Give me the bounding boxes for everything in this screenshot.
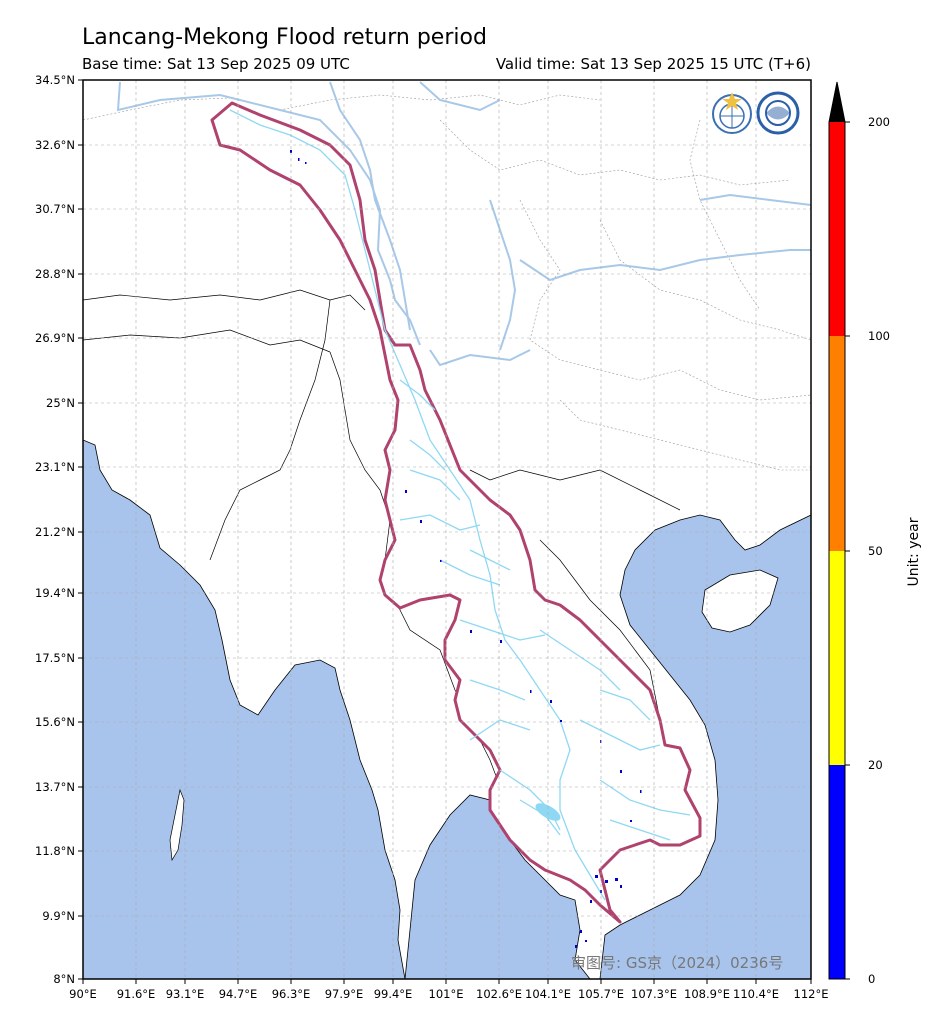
longitude-axis: 90°E 91.6°E 93.1°E 94.7°E 96.3°E 97.9°E … bbox=[69, 979, 828, 1001]
lon-label: 97.9°E bbox=[325, 987, 364, 1001]
lat-label: 32.6°N bbox=[35, 138, 75, 152]
map-title: Lancang-Mekong Flood return period bbox=[82, 25, 487, 50]
colorbar-tick: 20 bbox=[868, 758, 883, 772]
lon-label: 102.6°E bbox=[476, 987, 522, 1001]
valid-time: Valid time: Sat 13 Sep 2025 15 UTC (T+6) bbox=[495, 55, 811, 73]
lat-label: 23.1°N bbox=[35, 460, 75, 474]
lon-label: 93.1°E bbox=[166, 987, 205, 1001]
colorbar-segment-20-50 bbox=[829, 551, 845, 765]
lat-label: 17.5°N bbox=[35, 651, 75, 665]
colorbar-tick: 100 bbox=[868, 329, 890, 343]
wmo-logo bbox=[712, 92, 752, 134]
colorbar: 0 20 50 100 200 Unit: year bbox=[828, 81, 922, 986]
lat-label: 25°N bbox=[46, 396, 75, 410]
colorbar-segment-50-100 bbox=[829, 336, 845, 551]
lon-label: 94.7°E bbox=[219, 987, 258, 1001]
colorbar-segment-0-20 bbox=[829, 765, 845, 979]
lat-label: 34.5°N bbox=[35, 73, 75, 87]
south-china-sea bbox=[599, 514, 811, 979]
lon-label: 101°E bbox=[429, 987, 464, 1001]
lat-label: 11.8°N bbox=[35, 844, 75, 858]
andaman-islands bbox=[169, 788, 185, 862]
colorbar-tick: 0 bbox=[868, 972, 875, 986]
lat-label: 13.7°N bbox=[35, 780, 75, 794]
lat-label: 26.9°N bbox=[35, 331, 75, 345]
lat-label: 15.6°N bbox=[35, 715, 75, 729]
lancang-mekong-basin bbox=[210, 101, 702, 924]
colorbar-tick: 50 bbox=[868, 544, 883, 558]
lat-label: 8°N bbox=[53, 972, 75, 986]
lat-label: 19.4°N bbox=[35, 586, 75, 600]
province-borders bbox=[83, 94, 811, 471]
map-frame bbox=[82, 79, 812, 980]
lon-label: 105.7°E bbox=[578, 987, 624, 1001]
lat-label: 28.8°N bbox=[35, 267, 75, 281]
lon-label: 107.3°E bbox=[631, 987, 677, 1001]
country-borders bbox=[83, 289, 681, 801]
lon-label: 112°E bbox=[794, 987, 829, 1001]
lon-label: 99.4°E bbox=[374, 987, 413, 1001]
map-gridlines bbox=[83, 80, 811, 979]
colorbar-unit-label: Unit: year bbox=[906, 517, 922, 586]
lon-label: 96.3°E bbox=[272, 987, 311, 1001]
map-approval-watermark: 审图号: GS京（2024）0236号 bbox=[571, 954, 783, 972]
colorbar-tick: 200 bbox=[868, 115, 890, 129]
lon-label: 90°E bbox=[69, 987, 97, 1001]
bay-of-bengal bbox=[83, 439, 406, 979]
lat-label: 9.9°N bbox=[42, 909, 75, 923]
lon-label: 110.4°E bbox=[733, 987, 779, 1001]
lon-label: 91.6°E bbox=[117, 987, 156, 1001]
lat-label: 21.2°N bbox=[35, 525, 75, 539]
latitude-axis: 34.5°N 32.6°N 30.7°N 28.8°N 26.9°N 25°N … bbox=[35, 73, 83, 986]
major-rivers bbox=[116, 81, 811, 367]
colorbar-outline bbox=[828, 81, 846, 980]
lon-label: 108.9°E bbox=[684, 987, 730, 1001]
lat-label: 30.7°N bbox=[35, 202, 75, 216]
map-canvas: 审图号: GS京（2024）0236号 bbox=[83, 80, 811, 979]
cma-logo bbox=[756, 91, 800, 135]
colorbar-segment-100-200 bbox=[829, 122, 845, 336]
base-time: Base time: Sat 13 Sep 2025 09 UTC bbox=[82, 55, 350, 73]
lon-label: 104.1°E bbox=[525, 987, 571, 1001]
colorbar-extend-arrow bbox=[829, 82, 845, 122]
